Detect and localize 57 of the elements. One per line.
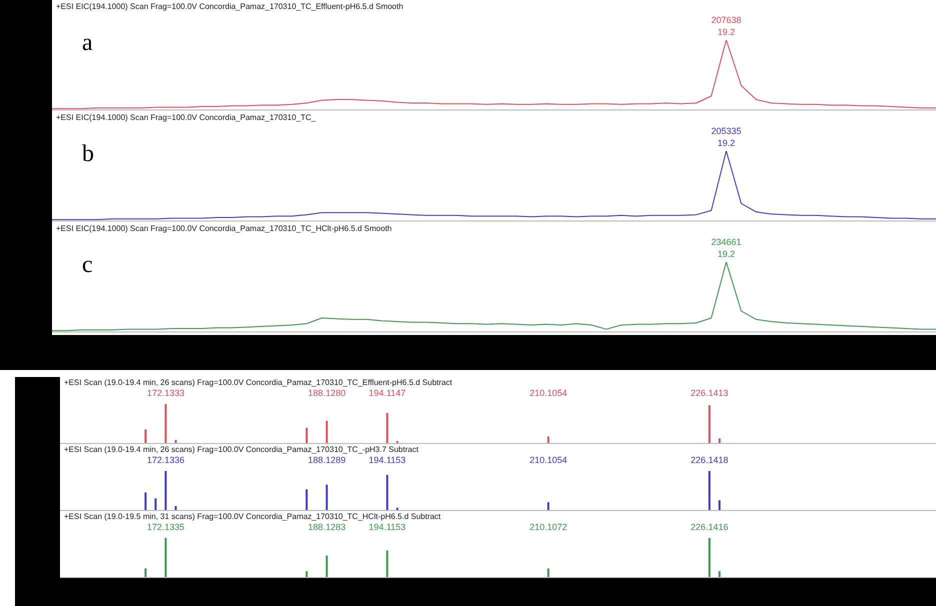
x-tick-label: 210.1054	[530, 388, 568, 398]
x-tick-label: 188.1289	[308, 455, 346, 465]
x-tick-label: 172.1336	[146, 455, 184, 465]
x-tick-label: 172.1333	[146, 388, 184, 398]
chart-title: +ESI EIC(194.1000) Scan Frag=100.0V Concordia_Pamaz_170310_TC_Effluent-pH6.5.d Smooth	[56, 2, 404, 11]
bar	[174, 440, 177, 443]
x-tick-label: 194.1153	[368, 522, 406, 532]
bar	[547, 502, 550, 510]
bar	[326, 556, 328, 577]
x-tick-label: 172.1335	[146, 522, 184, 532]
annotation: 19.2	[717, 249, 736, 259]
bar	[708, 538, 710, 577]
annotation: b	[82, 141, 94, 168]
x-tick-label: 194.1147	[368, 388, 406, 398]
annotation: 205335	[711, 126, 742, 136]
x-tick-label: 210.1072	[530, 522, 568, 532]
chart-title: +ESI EIC(194.1000) Scan Frag=100.0V Concordia_Pamaz_170310_TC_HClt-pH6.5.d Smooth	[56, 224, 392, 233]
bar	[164, 471, 167, 510]
annotation: 19.2	[717, 27, 736, 37]
bar	[386, 412, 388, 443]
bar	[708, 405, 710, 443]
bar	[547, 568, 550, 577]
bar	[708, 471, 710, 510]
chart-title: +ESI Scan (19.0-19.4 min, 26 scans) Frag=100.0V Concordia_Pamaz_170310_TC_-pH3.7 Subtract	[64, 445, 418, 454]
annotation: a	[82, 30, 93, 57]
bar	[164, 538, 167, 577]
bar	[718, 571, 720, 577]
bar	[386, 550, 388, 577]
bar	[144, 429, 147, 443]
bar	[164, 404, 167, 443]
bar	[718, 500, 720, 510]
annotation: 207638	[711, 15, 742, 25]
bar	[154, 498, 157, 510]
bar	[547, 436, 550, 443]
annotation: 234661	[711, 237, 742, 247]
bar	[306, 428, 308, 443]
bar	[306, 571, 308, 577]
bar	[144, 492, 147, 510]
x-tick-label: 226.1416	[690, 522, 728, 532]
bar	[306, 489, 308, 510]
x-tick-label: 188.1283	[308, 522, 346, 532]
annotation: c	[82, 252, 93, 279]
x-tick-label: 194.1153	[368, 455, 406, 465]
chart-title: +ESI Scan (19.0-19.4 min, 26 scans) Frag=100.0V Concordia_Pamaz_170310_TC_Effluent-pH6.5.d Subtract	[64, 378, 452, 387]
x-tick-label: 188.1280	[308, 388, 346, 398]
bar	[326, 420, 328, 443]
bar	[174, 506, 177, 510]
annotation: 19.2	[717, 138, 736, 148]
x-tick-label: 226.1418	[690, 455, 728, 465]
x-tick-label: 226.1413	[690, 388, 728, 398]
bar	[386, 474, 388, 510]
bar	[326, 484, 328, 510]
bar	[144, 568, 147, 577]
chart-title: +ESI Scan (19.0-19.5 min, 31 scans) Frag=100.0V Concordia_Pamaz_170310_TC_HClt-pH6.5.d Subtract	[64, 512, 441, 521]
chart-title: +ESI EIC(194.1000) Scan Frag=100.0V Concordia_Pamaz_170310_TC_	[56, 113, 316, 122]
bar	[718, 438, 720, 443]
x-tick-label: 210.1054	[530, 455, 568, 465]
